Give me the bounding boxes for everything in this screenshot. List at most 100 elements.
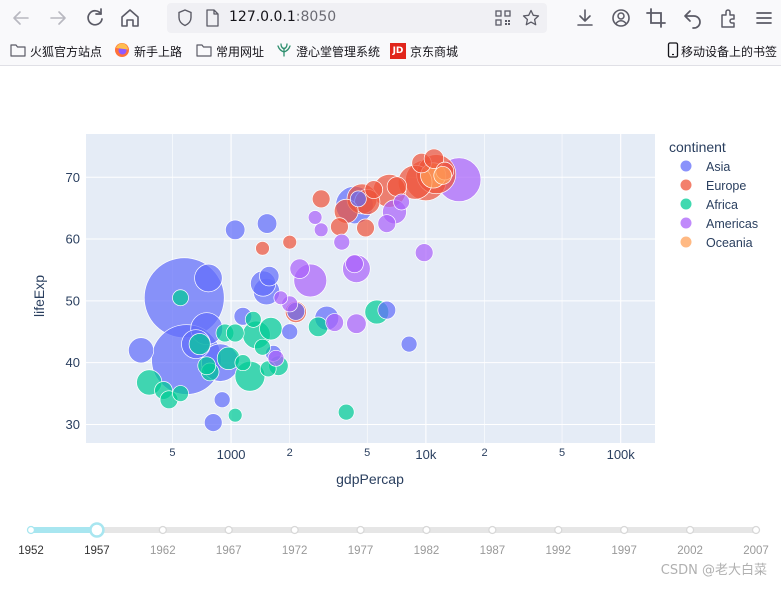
address-bar[interactable]: 127.0.0.1:8050 xyxy=(167,3,547,33)
slider-mark[interactable] xyxy=(224,525,233,535)
bubble-asia[interactable] xyxy=(400,335,418,353)
bookmark-item[interactable]: 澄心堂管理系统 xyxy=(276,42,380,60)
bubble-africa[interactable] xyxy=(244,311,262,328)
bubble-europe[interactable] xyxy=(255,241,270,256)
extensions-icon[interactable] xyxy=(717,6,741,30)
bubble-asia[interactable] xyxy=(194,263,223,293)
slider-year-label[interactable]: 1982 xyxy=(414,545,440,557)
slider-year-label[interactable]: 1977 xyxy=(348,545,374,557)
bubble-asia[interactable] xyxy=(256,213,278,234)
bubble-americas[interactable] xyxy=(393,193,410,211)
y-tick-label: 40 xyxy=(66,355,80,370)
bubble-africa[interactable] xyxy=(227,407,243,423)
slider-year-label[interactable]: 1972 xyxy=(282,545,308,557)
bubble-americas[interactable] xyxy=(267,349,285,367)
bubble-americas[interactable] xyxy=(346,313,367,334)
slider-year-label[interactable]: 1957 xyxy=(84,545,110,557)
slider-mark[interactable] xyxy=(488,525,497,535)
slider-year-label[interactable]: 1987 xyxy=(480,545,506,557)
bubble-americas[interactable] xyxy=(325,313,344,332)
bubble-asia[interactable] xyxy=(377,300,397,320)
bubble-asia[interactable] xyxy=(203,413,223,432)
year-slider[interactable]: 1952 1957 1962 1967 1972 1977 1982 1987 1992 1997… xyxy=(18,522,769,558)
bubble-asia[interactable] xyxy=(349,190,367,208)
slider-mark[interactable] xyxy=(158,525,167,535)
slider-year-label[interactable]: 1967 xyxy=(216,545,242,557)
bubble-africa[interactable] xyxy=(254,338,271,356)
bubble-africa[interactable] xyxy=(225,323,245,343)
legend-item-americas[interactable]: Americas xyxy=(680,217,759,231)
crop-icon[interactable] xyxy=(644,6,668,30)
reload-icon[interactable] xyxy=(83,6,107,30)
bubble-americas[interactable] xyxy=(333,233,351,251)
bubble-americas[interactable] xyxy=(345,254,364,274)
bubble-asia[interactable] xyxy=(259,265,280,287)
qr-code-icon[interactable] xyxy=(494,9,512,27)
slider-mark[interactable] xyxy=(751,525,761,535)
bookmark-item[interactable]: 新手上路 xyxy=(114,42,182,60)
firefox-logo-icon xyxy=(114,42,130,61)
bubble-americas[interactable] xyxy=(273,290,289,306)
page-icon[interactable] xyxy=(203,8,221,28)
url-text[interactable]: 127.0.0.1:8050 xyxy=(229,9,336,25)
legend-item-asia[interactable]: Asia xyxy=(680,160,731,174)
bubble-americas[interactable] xyxy=(307,210,323,225)
legend: continent Asia Europe Africa Americas Oceani… xyxy=(669,139,758,250)
bubble-africa[interactable] xyxy=(234,354,252,372)
bubble-oceania[interactable] xyxy=(433,166,453,185)
bubble-africa[interactable] xyxy=(188,333,211,356)
bubble-americas[interactable] xyxy=(377,214,397,233)
bubble-asia[interactable] xyxy=(281,323,299,341)
bubble-africa[interactable] xyxy=(259,317,283,341)
slider-handle[interactable] xyxy=(89,522,105,538)
mobile-bookmarks[interactable]: 移动设备上的书签 xyxy=(667,41,777,60)
bubble-americas[interactable] xyxy=(414,243,434,262)
bookmark-item[interactable]: 火狐官方站点 xyxy=(10,42,102,60)
bubble-europe[interactable] xyxy=(364,180,384,199)
bubble-europe[interactable] xyxy=(330,217,349,236)
bubble-asia[interactable] xyxy=(128,337,155,364)
bubble-africa[interactable] xyxy=(172,289,189,307)
undo-icon[interactable] xyxy=(681,6,705,30)
bubble-asia[interactable] xyxy=(225,219,246,240)
slider-mark[interactable] xyxy=(422,525,431,535)
bubble-asia[interactable] xyxy=(213,391,231,409)
slider-rail[interactable] xyxy=(31,527,756,533)
legend-item-africa[interactable]: Africa xyxy=(680,198,739,212)
forward-arrow-icon[interactable] xyxy=(46,6,70,30)
legend-item-oceania[interactable]: Oceania xyxy=(680,236,753,250)
account-icon[interactable] xyxy=(609,6,633,30)
slider-year-label[interactable]: 1962 xyxy=(150,545,176,557)
bubble-africa[interactable] xyxy=(197,356,217,376)
bubble-africa[interactable] xyxy=(172,385,189,402)
bubble-americas[interactable] xyxy=(313,222,329,238)
slider-year-label[interactable]: 2007 xyxy=(743,545,769,557)
slider-mark[interactable] xyxy=(290,525,299,535)
slider-mark[interactable] xyxy=(554,525,563,535)
bookmark-star-icon[interactable] xyxy=(521,8,541,28)
back-arrow-icon[interactable] xyxy=(9,6,33,30)
slider-mark[interactable] xyxy=(620,525,629,535)
slider-mark[interactable] xyxy=(26,525,36,535)
bookmark-item[interactable]: 常用网址 xyxy=(196,42,264,60)
bubble-europe[interactable] xyxy=(356,218,375,238)
download-icon[interactable] xyxy=(573,6,597,30)
menu-icon[interactable] xyxy=(752,6,776,30)
slider-year-label[interactable]: 1952 xyxy=(18,545,44,557)
slider-year-label[interactable]: 1992 xyxy=(545,545,571,557)
slider-mark[interactable] xyxy=(685,525,695,535)
slider-mark[interactable] xyxy=(356,525,365,535)
bubble-europe[interactable] xyxy=(311,189,331,209)
bubble-europe[interactable] xyxy=(282,234,298,250)
slider-year-label[interactable]: 2002 xyxy=(677,545,703,557)
bubble-europe[interactable] xyxy=(423,148,445,169)
bookmark-item[interactable]: JD 京东商城 xyxy=(390,42,458,60)
slider-year-label[interactable]: 1997 xyxy=(611,545,637,557)
bubble-africa[interactable] xyxy=(308,316,329,337)
legend-item-europe[interactable]: Europe xyxy=(680,179,747,193)
bubble-americas[interactable] xyxy=(289,258,310,279)
bubble-europe[interactable] xyxy=(386,176,408,197)
bubble-africa[interactable] xyxy=(337,403,355,421)
home-icon[interactable] xyxy=(118,6,142,30)
shield-icon[interactable] xyxy=(175,8,195,28)
